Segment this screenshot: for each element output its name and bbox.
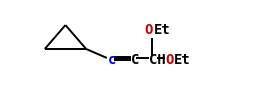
Text: Et: Et <box>174 53 191 67</box>
Text: C: C <box>131 53 139 67</box>
Text: c: c <box>107 53 116 67</box>
Text: CH: CH <box>149 53 166 67</box>
Text: O: O <box>165 53 174 67</box>
Text: Et: Et <box>153 23 170 37</box>
Text: O: O <box>145 23 153 37</box>
